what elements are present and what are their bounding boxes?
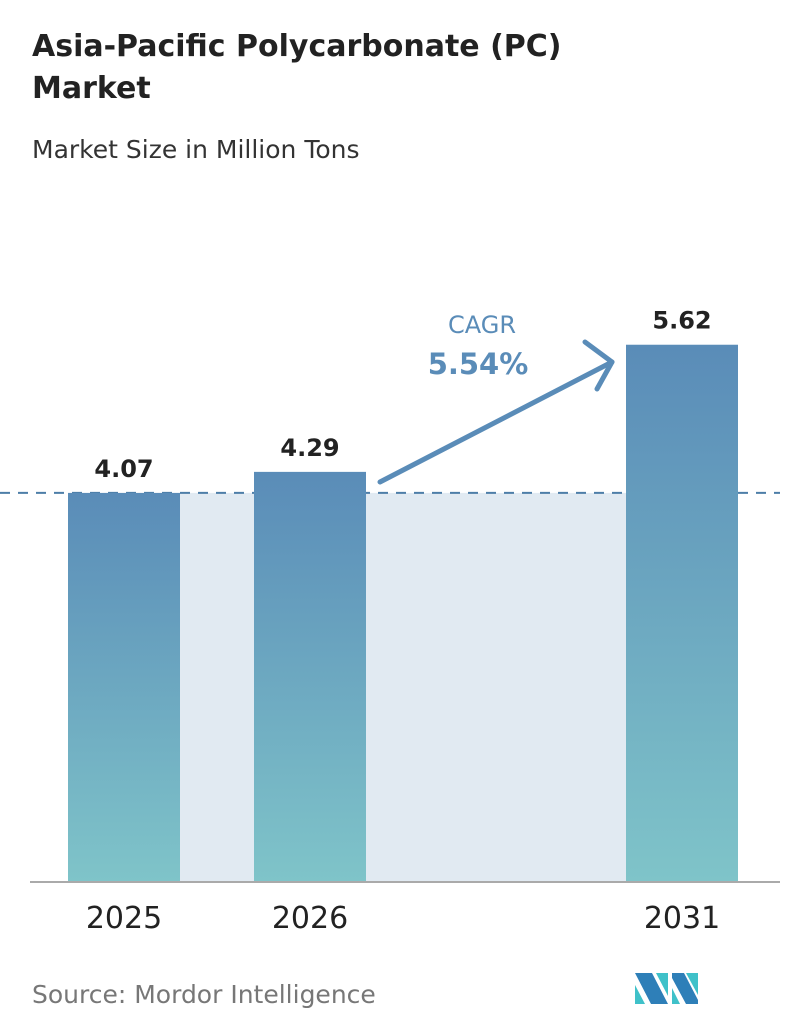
bar-2026 — [254, 471, 366, 882]
chart-subtitle: Market Size in Million Tons — [32, 135, 360, 164]
data-label: 4.07 — [94, 455, 153, 483]
source-text: Source: Mordor Intelligence — [32, 980, 376, 1009]
cagr-value: 5.54% — [428, 347, 529, 381]
x-tick-label: 2031 — [644, 901, 720, 936]
data-label: 4.29 — [280, 434, 339, 462]
chart-title: Asia-Pacific Polycarbonate (PC) Market — [32, 29, 562, 106]
x-tick-label: 2025 — [86, 901, 162, 936]
bar-2031 — [626, 344, 738, 882]
bar-2025 — [68, 492, 180, 882]
reference-band — [180, 492, 254, 882]
reference-band — [366, 492, 626, 882]
data-label: 5.62 — [652, 307, 711, 335]
cagr-arrow — [377, 339, 615, 485]
x-tick-label: 2026 — [272, 901, 348, 936]
cagr-label: CAGR — [448, 311, 516, 339]
